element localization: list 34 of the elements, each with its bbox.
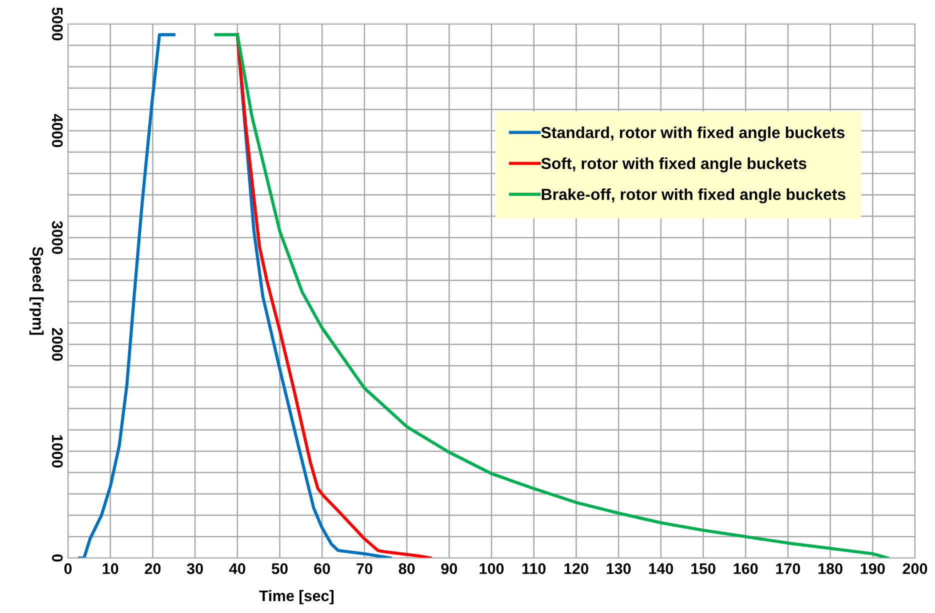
x-tick-label: 130 [606,563,631,574]
y-tick-label: 0 [52,554,63,562]
y-tick-label: 2000 [52,328,63,361]
x-tick-label: 100 [480,563,504,574]
y-tick-label: 3000 [52,220,63,254]
y-tick-label: 4000 [52,114,63,148]
x-tick-label: 20 [144,563,161,574]
x-tick-label: 60 [314,563,330,574]
line-series [214,33,890,558]
y-tick-label: 5000 [52,7,63,40]
x-tick-label: 190 [860,563,885,574]
x-tick-label: 0 [64,563,72,574]
x-tick-label: 40 [229,563,246,574]
y-tick-label: 1000 [52,435,63,468]
legend-label: Standard, rotor with fixed angle buckets [541,126,845,142]
x-tick-label: 110 [522,563,546,574]
x-tick-label: 10 [102,563,118,574]
x-axis-title: Time [sec] [259,590,334,604]
x-tick-label: 30 [186,563,203,574]
legend-label: Brake-off, rotor with fixed angle buckets [542,188,846,204]
x-tick-label: 70 [356,563,372,574]
line-series [236,33,432,558]
y-axis-title: Speed [rpm] [29,246,44,335]
x-tick-label: 180 [818,563,842,574]
x-tick-label: 80 [398,563,415,574]
x-tick-label: 90 [441,563,458,574]
x-tick-label: 170 [776,563,800,574]
x-tick-label: 150 [691,563,716,574]
x-tick-label: 120 [564,563,588,574]
x-tick-label: 140 [649,563,674,574]
x-tick-label: 50 [272,563,288,574]
legend-label: Soft, rotor with fixed angle buckets [541,157,806,172]
x-tick-label: 160 [734,563,758,574]
x-tick-label: 200 [902,563,928,574]
